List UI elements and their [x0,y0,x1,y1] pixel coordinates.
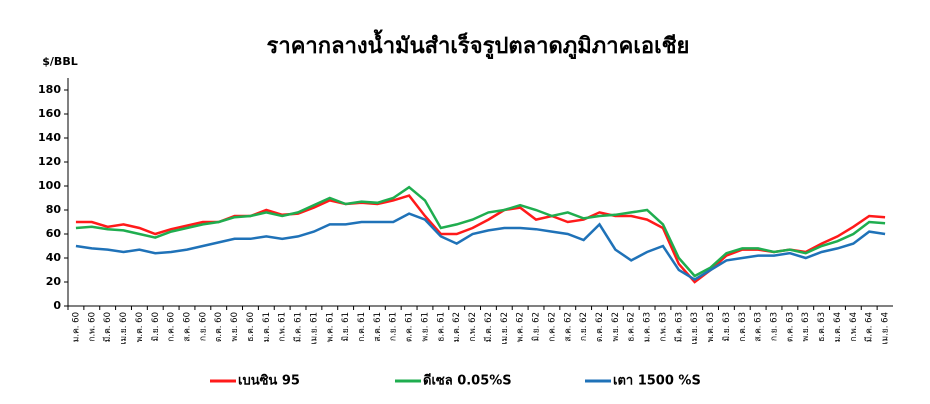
x-tick-label: ส.ค. 61 [373,312,383,342]
x-tick-label: ก.ค. 62 [547,312,557,342]
x-tick-label: ก.ค. 61 [357,312,367,342]
x-tick-label: ต.ค. 60 [214,312,224,342]
x-tick-label: เม.ย. 64 [881,312,891,344]
x-tick-label: ธ.ค. 61 [436,312,446,342]
y-tick-label: 180 [38,83,61,96]
x-tick-label: ม.ค. 60 [71,312,81,342]
x-tick-label: ก.ย. 62 [579,312,589,341]
x-tick-label: ธ.ค. 62 [627,312,637,342]
x-tick-label: ก.พ. 64 [849,312,859,342]
x-tick-label: มี.ค. 63 [673,312,684,342]
y-tick-label: 20 [46,275,62,288]
x-tick-label: พ.ค. 62 [516,312,526,342]
x-tick-label: ก.พ. 62 [468,312,478,342]
y-tick-label: 100 [38,179,61,192]
x-tick-label: ก.ย. 61 [389,312,399,341]
y-tick-label: 0 [53,299,61,312]
x-tick-label: ก.ค. 60 [167,312,177,342]
x-tick-label: พ.ย. 60 [230,312,240,342]
x-tick-label: เม.ย. 63 [690,312,700,344]
x-tick-label: ก.ย. 60 [198,312,208,341]
y-axis-label: $/BBL [42,55,77,68]
x-tick-label: เม.ย. 62 [500,312,510,344]
x-tick-label: พ.ย. 62 [611,312,621,342]
x-tick-label: มิ.ย. 62 [532,312,542,342]
x-tick-label: พ.ค. 63 [706,312,716,342]
x-tick-label: ก.พ. 60 [87,312,97,342]
y-tick-label: 80 [46,203,62,216]
x-tick-label: ต.ค. 63 [785,312,795,342]
x-tick-label: มิ.ย. 63 [722,312,732,342]
x-tick-label: พ.ค. 61 [325,312,335,342]
x-tick-label: ส.ค. 60 [182,312,192,342]
x-tick-label: ม.ค. 63 [643,312,653,342]
x-tick-label: ก.พ. 61 [278,312,288,342]
x-tick-label: มี.ค. 64 [864,312,875,342]
y-tick-label: 140 [38,131,61,144]
x-tick-label: พ.ย. 63 [801,312,811,342]
series-line [75,185,886,278]
x-tick-label: มี.ค. 61 [293,312,304,342]
x-tick-label: ธ.ค. 60 [246,312,256,342]
series-line [75,212,886,282]
x-tick-label: ธ.ค. 63 [817,312,827,342]
x-tick-label: ม.ค. 61 [262,312,272,342]
x-tick-label: ก.พ. 63 [658,312,668,342]
x-tick-label: พ.ค. 60 [135,312,145,342]
x-tick-label: ก.ค. 63 [738,312,748,342]
series-line [75,194,886,284]
y-tick-label: 120 [38,155,61,168]
x-tick-label: มิ.ย. 61 [341,312,351,342]
x-tick-label: เม.ย. 60 [119,312,129,344]
x-tick-label: ส.ค. 62 [563,312,573,342]
y-tick-label: 60 [46,227,62,240]
x-tick-label: ต.ค. 61 [405,312,415,342]
x-tick-label: ม.ค. 62 [452,312,462,342]
x-tick-label: ม.ค. 64 [833,312,843,342]
y-tick-label: 40 [46,251,62,264]
legend-label: ดีเซล 0.05%S [423,373,512,389]
x-tick-label: มี.ค. 62 [483,312,494,342]
x-tick-label: ต.ค. 62 [595,312,605,342]
x-tick-label: เม.ย. 61 [309,312,319,344]
x-tick-label: ก.ย. 63 [770,312,780,341]
legend-label: เบนซิน 95 [238,374,300,389]
x-tick-label: มี.ค. 60 [102,312,113,342]
legend-label: เตา 1500 %S [613,374,701,389]
y-tick-label: 160 [38,107,61,120]
chart-title: ราคากลางน้ำมันสำเร็จรูปตลาดภูมิภาคเอเชีย [267,29,690,60]
x-tick-label: มิ.ย. 60 [151,312,161,342]
x-tick-label: ส.ค. 63 [754,312,764,342]
x-tick-label: พ.ย. 61 [420,312,430,342]
